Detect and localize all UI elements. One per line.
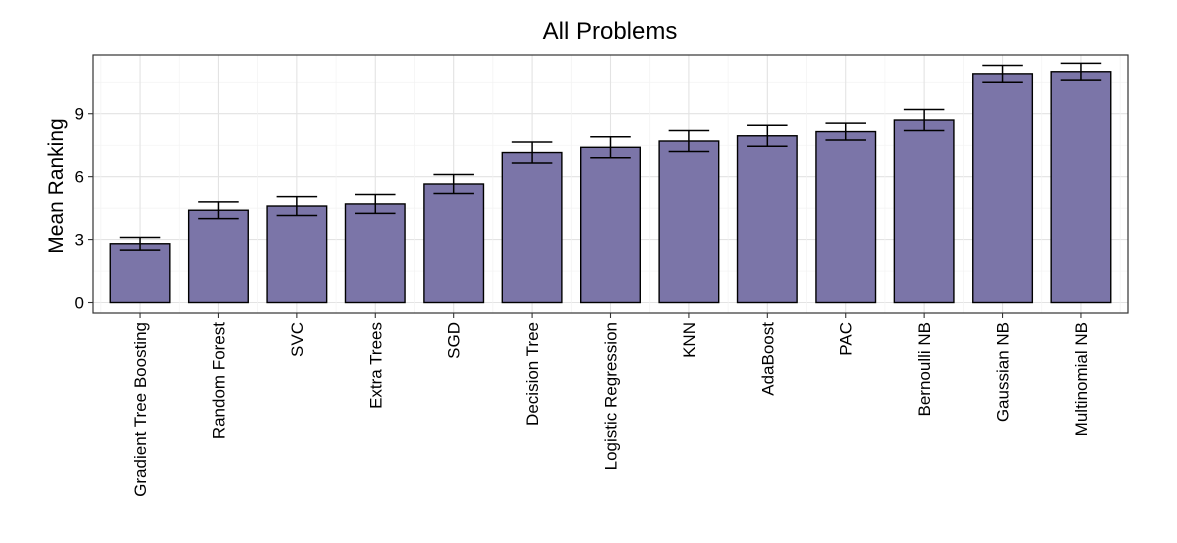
x-tick-label: PAC [837, 322, 856, 356]
y-tick-label: 9 [75, 105, 84, 124]
bar [736, 135, 798, 304]
bar [972, 73, 1034, 304]
x-tick-label: Extra Trees [366, 322, 385, 409]
y-axis-label: Mean Ranking [45, 118, 68, 253]
bar [815, 130, 877, 304]
bar [423, 183, 485, 304]
x-tick-label: Logistic Regression [602, 322, 621, 470]
x-tick-label: Decision Tree [523, 322, 542, 426]
bar [658, 140, 720, 304]
x-tick-label: AdaBoost [758, 322, 777, 396]
x-tick-label: Multinomial NB [1072, 322, 1091, 436]
y-tick-label: 3 [75, 231, 84, 250]
bar [1050, 71, 1112, 304]
y-axis-ticks: 0 3 6 9 [75, 105, 93, 313]
x-tick-label: Gaussian NB [994, 322, 1013, 422]
bars [109, 71, 1112, 304]
y-tick-label: 0 [75, 294, 84, 313]
error-bars [119, 62, 1102, 251]
x-tick-label: Bernoulli NB [915, 322, 934, 417]
bar [893, 119, 955, 304]
bar [580, 146, 641, 304]
bar [344, 203, 406, 304]
x-tick-label: SGD [445, 322, 464, 359]
bar [109, 243, 171, 304]
x-tick-label: Random Forest [209, 322, 228, 439]
x-tick-label: Gradient Tree Boosting [131, 322, 150, 497]
bar [501, 151, 563, 304]
bar [266, 205, 328, 304]
x-axis-ticks: Gradient Tree Boosting Random Forest SVC Ex… [131, 313, 1091, 497]
y-tick-label: 6 [75, 168, 84, 187]
x-tick-label: SVC [288, 322, 307, 357]
x-tick-label: KNN [680, 322, 699, 358]
chart-title: All Problems [543, 18, 678, 45]
bar [187, 209, 249, 304]
